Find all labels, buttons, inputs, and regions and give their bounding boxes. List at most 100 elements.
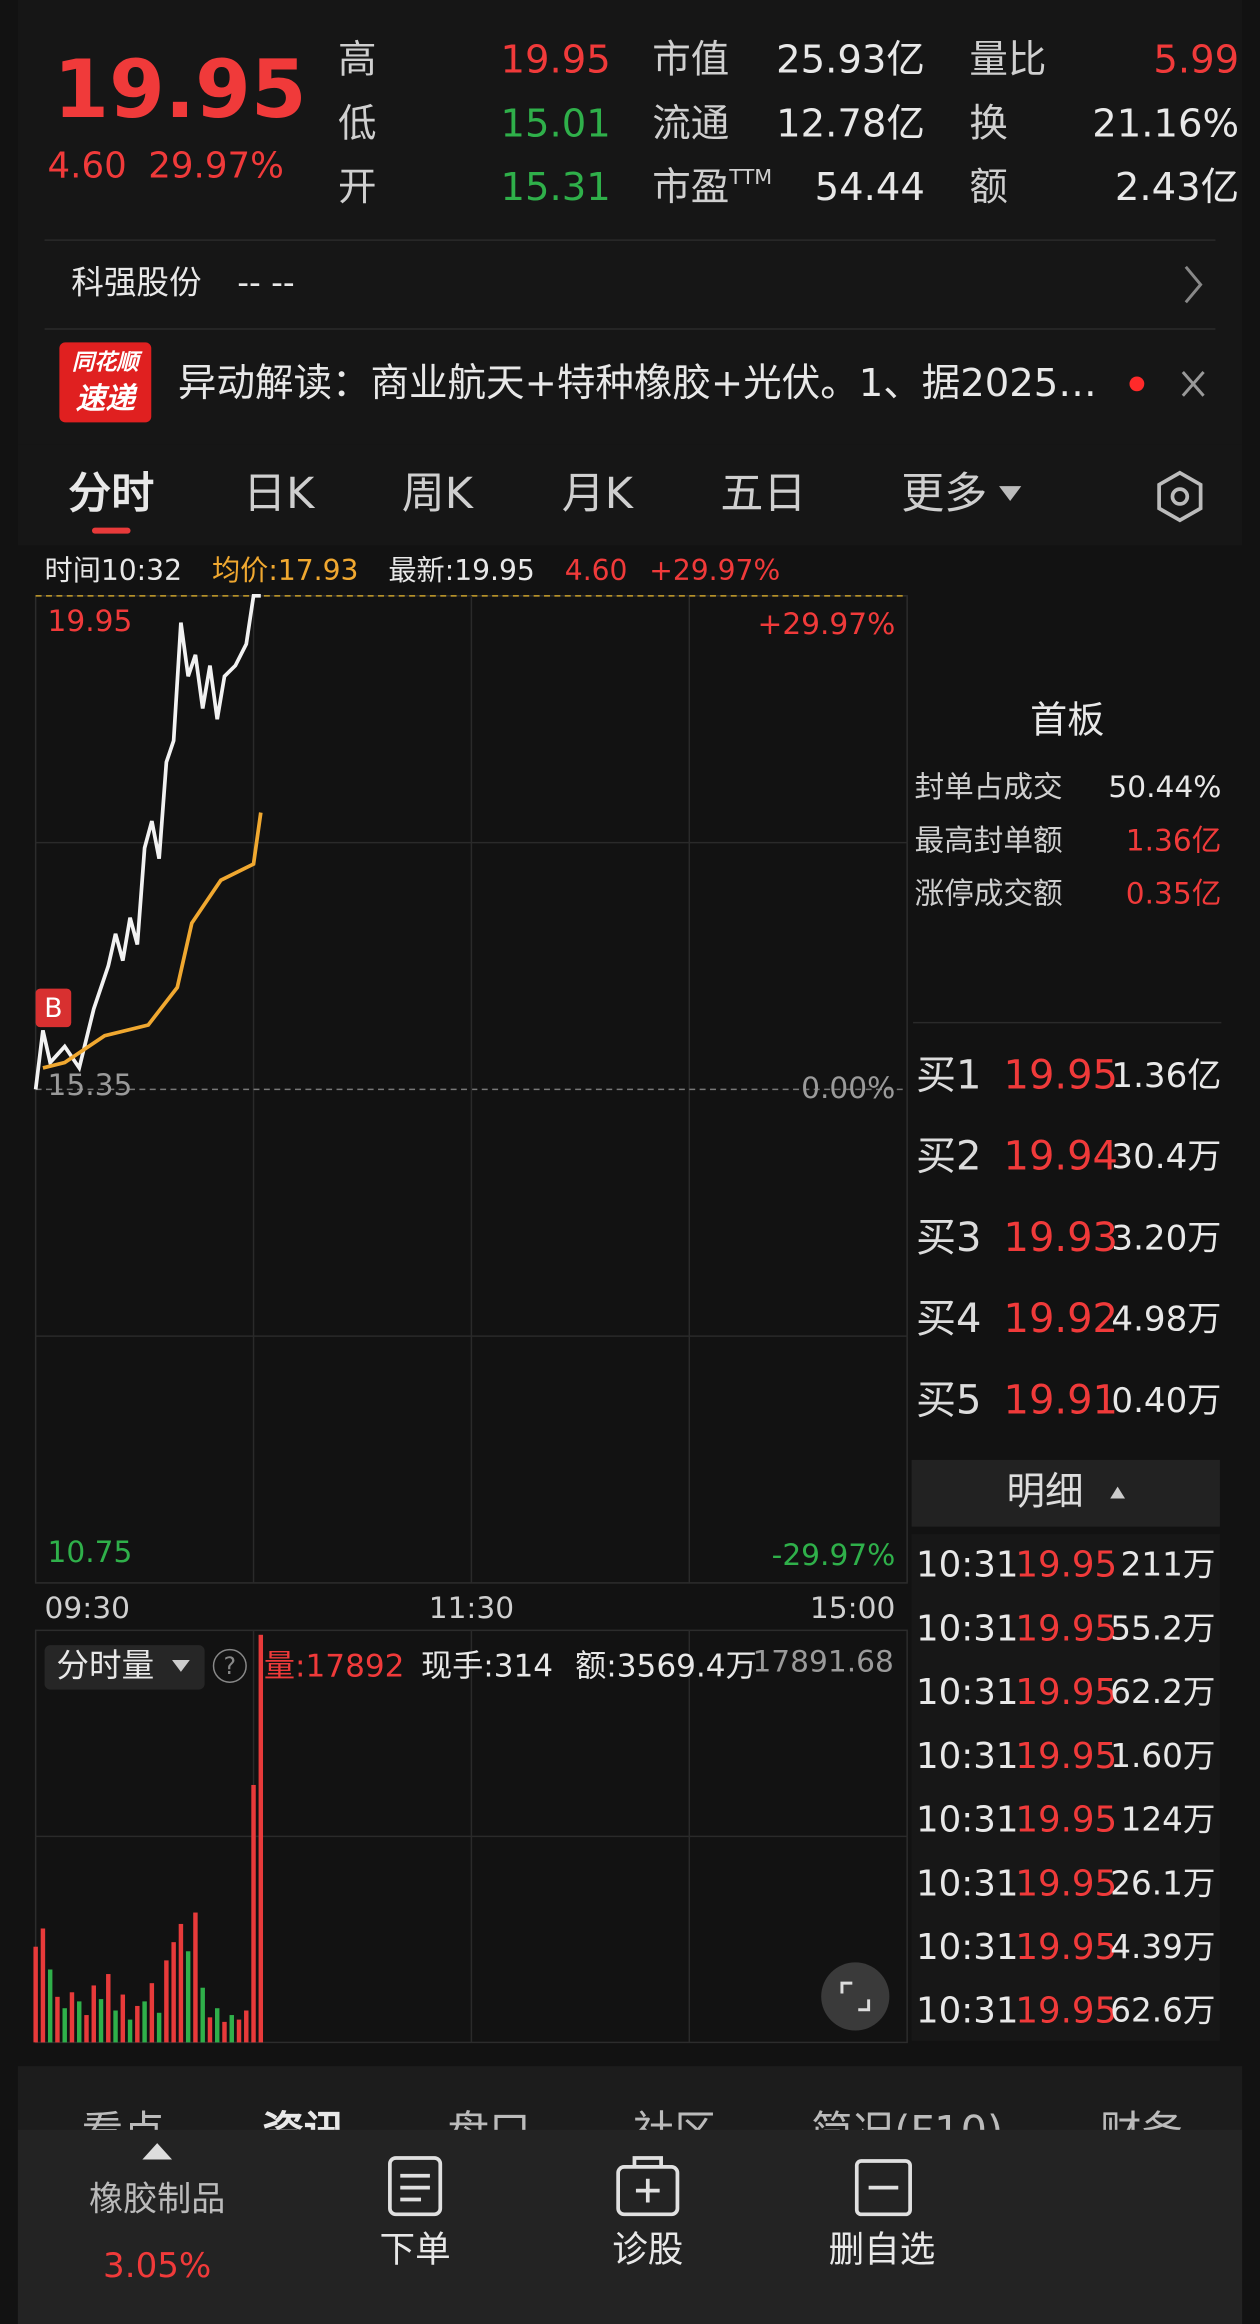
buy-marker-label: B [44, 993, 62, 1024]
stat-value: 25.93亿 [776, 38, 925, 83]
badge-text: 同花顺 [72, 350, 143, 376]
bid-price: 19.93 [1004, 1215, 1119, 1261]
tab[interactable]: 分时 [68, 469, 154, 519]
bid-amount: 0.40万 [1111, 1381, 1221, 1421]
trade-time: 10:31 [916, 1545, 1018, 1586]
trade-price: 19.95 [1015, 1927, 1117, 1968]
nav-action[interactable]: 删自选 [829, 2229, 936, 2270]
tab-bar [17, 444, 1243, 546]
badge-text: 速递 [76, 381, 139, 416]
expand-arrow[interactable] [142, 2143, 173, 2160]
stat-label: 流通 [652, 101, 729, 146]
trade-price: 19.95 [1015, 1545, 1117, 1586]
volume-bar [149, 1983, 155, 2043]
side-value: 0.35亿 [1126, 876, 1222, 911]
y-tick-label: 15.35 [48, 1067, 133, 1102]
bid-label: 买3 [916, 1215, 981, 1261]
change-pct: 29.97% [148, 145, 284, 186]
sector-name[interactable]: 橡胶制品 [89, 2179, 225, 2219]
tab[interactable]: 更多 [901, 469, 987, 519]
volume-selector[interactable]: 分时量 [56, 1646, 154, 1684]
stock-name[interactable]: 科强股份 [71, 264, 201, 302]
volume-bar [200, 1987, 205, 2043]
volume-bar [236, 2019, 242, 2043]
nav-action[interactable]: 下单 [380, 2229, 451, 2270]
trade-price: 19.95 [1015, 1800, 1117, 1841]
detail-title[interactable]: 明细 [1006, 1470, 1083, 1515]
stat-label: 量比 [969, 38, 1046, 83]
side-label: 涨停成交额 [915, 876, 1063, 911]
volume-bar [258, 1634, 264, 2043]
stat-value: 5.99 [1153, 38, 1239, 83]
tab[interactable]: 月K [562, 469, 635, 519]
trade-amount: 124万 [1121, 1801, 1216, 1839]
volume-bar [40, 1928, 46, 2043]
volume-bar [142, 2001, 147, 2043]
arrow-icon[interactable] [1184, 265, 1203, 304]
tab[interactable]: 周K [402, 469, 475, 519]
side-label: 封单占成交 [915, 769, 1063, 804]
volume-bar [113, 2010, 118, 2043]
header-panel [17, 0, 1243, 445]
change: 4.60 [48, 145, 127, 186]
volume-bar [229, 2015, 234, 2043]
x-tick-label: 11:30 [429, 1590, 514, 1625]
tab[interactable]: 日K [243, 469, 316, 519]
trade-price: 19.95 [1015, 1863, 1117, 1904]
bid-label: 买4 [916, 1296, 981, 1342]
x-tick-label: 15:00 [810, 1590, 895, 1625]
bottom-nav [17, 2129, 1243, 2324]
trade-time: 10:31 [916, 1927, 1018, 1968]
selector-box[interactable] [44, 1645, 205, 1690]
y2-tick-label: 0.00% [801, 1070, 895, 1105]
stat-label: 高 [338, 38, 377, 83]
bid-price: 19.91 [1004, 1377, 1119, 1423]
trade-time: 10:31 [916, 1863, 1018, 1904]
trade-time: 10:31 [916, 1800, 1018, 1841]
settings-icon[interactable] [1157, 470, 1203, 523]
stat-label: 换 [969, 101, 1008, 146]
info-change: 4.60 [565, 554, 628, 587]
volume-bar [135, 2005, 140, 2043]
bid-amount: 4.98万 [1111, 1300, 1221, 1340]
stat-value: 12.78亿 [776, 101, 925, 146]
close-icon[interactable] [1181, 371, 1205, 397]
stat-value: 15.01 [500, 101, 610, 146]
y-tick-label: 19.95 [48, 603, 133, 638]
dropdown-icon [999, 486, 1022, 501]
trade-time: 10:31 [916, 1736, 1018, 1777]
expand-button[interactable] [821, 1962, 890, 2031]
volume-bar [156, 2012, 162, 2043]
trade-amount: 26.1万 [1110, 1864, 1215, 1902]
bid-price: 19.94 [1004, 1134, 1119, 1180]
volume-bar [98, 1999, 104, 2043]
volume-bar [69, 1992, 75, 2043]
volume-bar [222, 2021, 227, 2043]
stat-value: 19.95 [500, 38, 610, 83]
stat-value: 2.43亿 [1115, 165, 1239, 210]
dropdown-icon [172, 1660, 190, 1672]
trade-price: 19.95 [1015, 1672, 1117, 1713]
bid-label: 买5 [916, 1377, 981, 1423]
volume-bar [84, 2015, 89, 2043]
y-tick-label: 10.75 [48, 1534, 133, 1569]
detail-header[interactable] [911, 1459, 1220, 1527]
trade-time: 10:31 [916, 1608, 1018, 1649]
stat-value: 54.44 [815, 165, 925, 210]
y2-tick-label: +29.97% [758, 606, 896, 641]
bid-amount: 1.36亿 [1111, 1056, 1221, 1096]
volume-bar [185, 1951, 191, 2043]
unread-dot [1129, 376, 1145, 392]
help-icon[interactable] [212, 1648, 247, 1683]
side-value: 50.44% [1108, 769, 1221, 804]
volume-bar [47, 1969, 53, 2043]
detail-panel [911, 1534, 1220, 2041]
tab[interactable]: 五日 [720, 469, 806, 519]
volume-bar [62, 2008, 67, 2043]
hand-value: 现手:314 [421, 1648, 553, 1684]
news-text[interactable]: 异动解读：商业航天+特种橡胶+光伏。1、据2025… [178, 361, 1097, 406]
tab-indicator [91, 527, 131, 534]
nav-action[interactable]: 诊股 [612, 2229, 683, 2270]
volume-bar [171, 1942, 176, 2043]
volume-bar [207, 2017, 213, 2043]
